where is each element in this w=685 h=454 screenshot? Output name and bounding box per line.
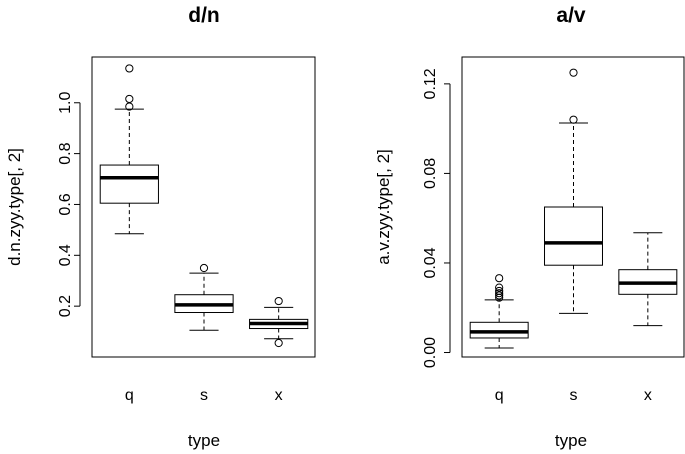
- outlier-point: [569, 68, 578, 77]
- box-x: [618, 232, 678, 327]
- y-axis-label: d.n.zyy.type[, 2]: [5, 148, 24, 266]
- outlier-point: [569, 115, 578, 124]
- x-tick-label: q: [125, 387, 134, 404]
- outlier-point: [199, 263, 209, 273]
- chart-title: a/v: [556, 4, 586, 27]
- iqr-box: [99, 164, 159, 204]
- chart-title: d/n: [188, 4, 220, 27]
- y-tick-label: 0.04: [422, 247, 439, 278]
- y-tick-label: 0.00: [422, 337, 439, 368]
- y-tick-label: 0.6: [57, 193, 74, 215]
- y-axis-label: a.v.zyy.type[, 2]: [374, 149, 393, 265]
- box-s: [544, 68, 603, 314]
- outlier-point: [495, 291, 504, 300]
- outlier-point: [125, 94, 134, 104]
- y-tick-label: 0.08: [422, 158, 439, 189]
- iqr-box: [544, 206, 603, 266]
- outlier-point: [495, 289, 504, 298]
- x-tick-label: s: [570, 387, 578, 404]
- outlier-point: [495, 283, 504, 292]
- box-x: [249, 296, 309, 348]
- x-axis-label: type: [555, 431, 587, 450]
- box-q: [99, 64, 159, 235]
- y-tick-label: 0.8: [57, 142, 74, 164]
- y-tick-label: 0.2: [57, 295, 74, 317]
- box-s: [174, 263, 234, 331]
- panel-d-n: d/n type d.n.zyy.type[, 2] 0.2 0.4 0.6 0.8 1.0 q…: [5, 4, 316, 450]
- iqr-box: [469, 321, 529, 339]
- y-tick-label: 1.0: [57, 92, 74, 114]
- outlier-point: [274, 296, 283, 306]
- x-tick-label: s: [200, 387, 208, 404]
- box-q: [469, 274, 529, 349]
- x-tick-label: x: [644, 387, 652, 404]
- y-tick-label: 0.12: [422, 68, 439, 99]
- outlier-point: [495, 286, 504, 296]
- x-tick-label: x: [275, 387, 283, 404]
- plot-frame: [91, 56, 316, 358]
- outlier-point: [274, 338, 283, 348]
- outlier-point: [125, 64, 134, 73]
- y-tick-label: 0.4: [57, 244, 74, 266]
- x-axis-label: type: [188, 431, 220, 450]
- x-tick-label: q: [495, 387, 504, 404]
- plot-frame: [461, 56, 685, 358]
- panel-a-v: a/v type a.v.zyy.type[, 2] 0.00 0.04 0.08 0.12…: [374, 4, 685, 450]
- outlier-point: [495, 274, 504, 283]
